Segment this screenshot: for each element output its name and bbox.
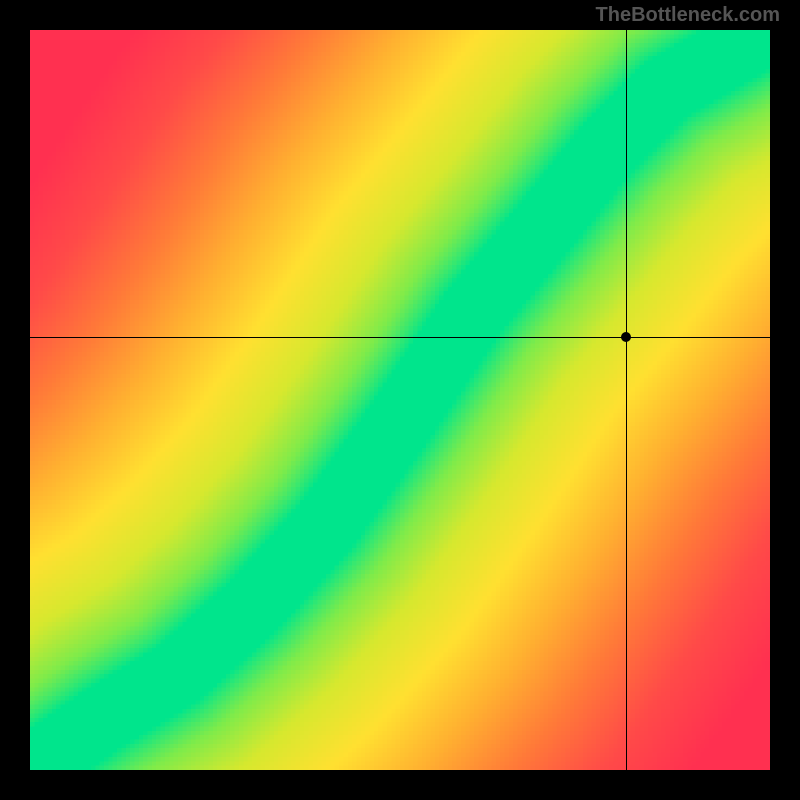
heatmap-plot — [30, 30, 770, 770]
crosshair-horizontal — [30, 337, 770, 338]
crosshair-marker — [621, 332, 631, 342]
heatmap-canvas — [30, 30, 770, 770]
crosshair-vertical — [626, 30, 627, 770]
watermark-text: TheBottleneck.com — [596, 4, 780, 27]
heatmap-canvas-wrap — [30, 30, 770, 770]
